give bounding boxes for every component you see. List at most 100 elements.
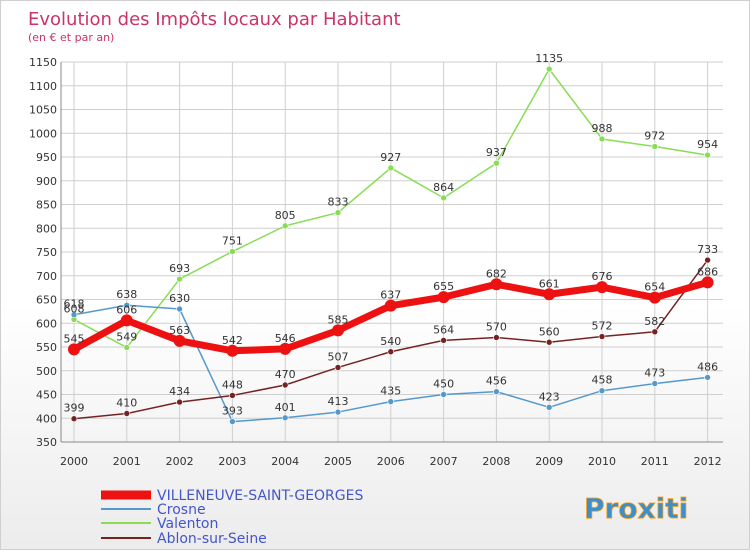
data-point [543, 288, 556, 301]
data-point [334, 364, 342, 371]
x-tick-label: 2011 [641, 455, 669, 468]
data-point [598, 333, 606, 340]
data-point [281, 414, 289, 422]
y-tick-label: 1150 [29, 56, 57, 69]
data-point [545, 65, 553, 73]
x-tick-label: 2009 [535, 455, 563, 468]
data-label: 833 [328, 196, 349, 209]
data-label: 618 [64, 298, 85, 311]
legend-label: Crosne [157, 502, 206, 518]
data-label: 638 [116, 288, 137, 301]
data-label: 448 [222, 378, 243, 391]
y-tick-label: 500 [36, 365, 57, 378]
data-point [384, 299, 397, 312]
x-tick-label: 2010 [588, 455, 616, 468]
data-label: 676 [592, 270, 613, 283]
data-point [123, 344, 131, 351]
data-label: 927 [380, 151, 401, 164]
data-label: 637 [380, 289, 401, 302]
y-tick-label: 750 [36, 246, 57, 259]
x-tick-label: 2002 [166, 455, 194, 468]
data-labels: 608 549 693 751 805 833 927 864 937 1135 988 972 954… [64, 52, 719, 417]
y-tick-label: 650 [36, 294, 57, 307]
data-label: 423 [539, 390, 560, 403]
axes: 350 400 450 500 550 600 650 700 750 800 850 900 950 1… [29, 56, 723, 468]
data-point [387, 164, 395, 172]
legend-label: Ablon-sur-Seine [157, 531, 267, 547]
data-label: 864 [433, 181, 454, 194]
data-label: 507 [328, 350, 349, 363]
grid [61, 61, 723, 443]
data-point [545, 404, 553, 411]
data-point [229, 392, 236, 399]
data-label: 570 [486, 321, 507, 334]
y-tick-label: 800 [36, 222, 57, 235]
data-point [176, 398, 183, 406]
data-label: 988 [592, 122, 613, 135]
data-point [651, 328, 659, 336]
data-point [123, 301, 131, 309]
y-tick-label: 700 [36, 270, 57, 283]
data-label: 486 [697, 360, 718, 373]
data-label: 456 [486, 375, 507, 388]
data-point [437, 291, 450, 304]
data-point [598, 135, 606, 143]
data-point [334, 408, 342, 416]
x-tick-label: 2008 [482, 455, 510, 468]
data-point [704, 374, 711, 381]
data-label: 434 [169, 385, 190, 398]
data-point [598, 387, 606, 395]
data-point [704, 151, 711, 159]
data-point [70, 415, 78, 423]
x-tick-label: 2006 [377, 455, 405, 468]
data-label: 540 [380, 335, 401, 348]
data-label: 655 [433, 280, 454, 293]
x-tick-label: 2012 [694, 455, 722, 468]
y-tick-label: 1050 [29, 104, 57, 117]
data-label: 606 [116, 303, 137, 316]
data-label: 937 [486, 146, 507, 159]
data-point [651, 143, 659, 150]
data-point [387, 398, 395, 405]
x-tick-label: 2003 [218, 455, 246, 468]
data-label: 410 [116, 397, 137, 410]
data-label: 805 [275, 209, 296, 222]
data-label: 608 [64, 302, 85, 315]
data-point [226, 344, 239, 357]
data-label: 564 [433, 323, 454, 336]
data-label: 682 [486, 267, 507, 280]
data-label: 560 [539, 325, 560, 338]
data-point [490, 278, 503, 291]
data-point [704, 256, 711, 264]
x-tick-label: 2005 [324, 455, 352, 468]
x-tick-label: 2004 [271, 455, 299, 468]
x-tick-label: 2000 [60, 455, 88, 468]
y-tick-label: 350 [36, 436, 57, 449]
data-label: 686 [697, 265, 718, 278]
data-label: 693 [169, 262, 190, 275]
proxiti-logo: Proxiti [584, 492, 688, 525]
data-point [440, 194, 447, 202]
data-label: 563 [169, 324, 190, 337]
legend: VILLENEUVE-SAINT-GEORGESCrosneValentonAb… [101, 488, 363, 547]
data-point [493, 334, 500, 341]
data-point [70, 311, 78, 319]
data-point [120, 314, 133, 327]
data-point [281, 381, 289, 389]
y-tick-label: 950 [36, 151, 57, 164]
data-label: 542 [222, 334, 243, 347]
data-label: 582 [644, 315, 665, 328]
data-point [281, 222, 289, 230]
y-tick-label: 550 [36, 341, 57, 354]
data-point [651, 380, 659, 387]
data-point [279, 342, 292, 355]
chart-subtitle: (en € et par an) [28, 31, 114, 44]
data-label: 401 [275, 401, 296, 414]
y-tick-label: 1100 [29, 80, 57, 93]
data-point [176, 305, 183, 313]
data-point [596, 281, 608, 294]
data-label: 549 [116, 330, 137, 343]
data-label: 572 [592, 320, 613, 333]
